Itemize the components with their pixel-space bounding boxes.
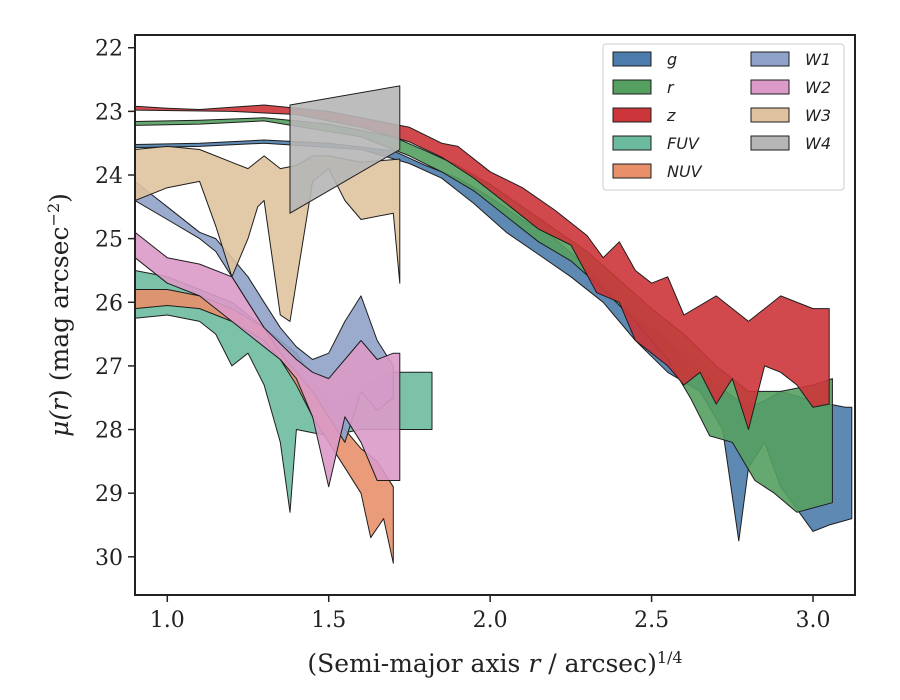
y-axis-label: μ(r) (mag arcsec−2) [44,193,75,437]
y-tick-label: 30 [95,546,123,571]
x-tick-label: 1.0 [150,608,185,633]
legend-label-nuv: NUV [667,162,703,181]
x-axis: 1.0 1.5 2.0 2.5 3.0 [150,595,831,633]
legend-label-w2: W2 [805,78,831,97]
x-tick-label: 1.5 [311,608,346,633]
legend-swatch-w2 [750,79,790,95]
x-tick-label: 2.5 [634,608,669,633]
y-tick-label: 29 [95,482,123,507]
legend-swatch-w3 [750,107,790,123]
plot-frame [134,34,856,596]
y-tick-label: 28 [95,419,123,444]
y-tick-label: 24 [95,164,123,189]
legend-swatch-w4 [750,135,790,151]
series-layer [135,85,853,564]
legend-swatch-g [612,51,652,67]
legend-swatch-fuv [612,135,652,151]
legend-label-w4: W4 [805,134,831,153]
y-tick-label: 22 [95,37,123,62]
legend-label-w3: W3 [805,106,831,125]
series-band-z [135,104,830,430]
legend-swatch-w1 [750,51,790,67]
legend-label-z: z [666,106,676,125]
y-tick-label: 27 [95,355,123,380]
legend-label-g: g [667,50,677,69]
x-tick-label: 2.0 [473,608,508,633]
x-tick-label: 3.0 [796,608,831,633]
x-axis-label: (Semi-major axis r / arcsec)1/4 [307,648,682,679]
legend-swatch-r [612,79,652,95]
legend-label-w1: W1 [805,50,831,69]
y-tick-label: 23 [95,100,123,125]
y-tick-label: 25 [95,228,123,253]
legend-swatch-nuv [612,163,652,179]
y-axis: 22 23 24 25 26 27 28 29 30 [95,37,135,571]
series-band-w2 [135,231,401,488]
legend-label-fuv: FUV [667,134,700,153]
legend-label-r: r [667,78,675,97]
y-tick-label: 26 [95,291,123,316]
series-band-w4 [289,85,401,214]
legend: grz FUV NUV W1 W2 W3 W4 [602,43,845,191]
legend-swatch-z [612,107,652,123]
